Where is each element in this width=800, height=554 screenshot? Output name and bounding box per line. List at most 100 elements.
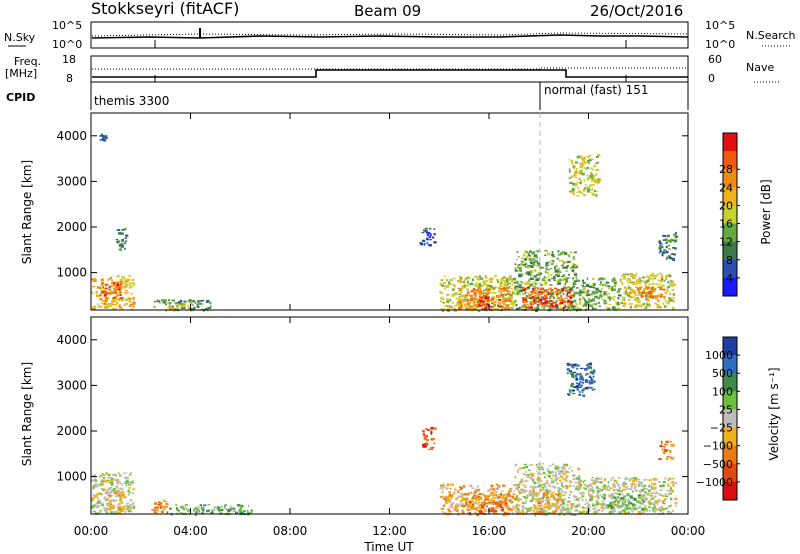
noise-left-tick-low: 10^0 xyxy=(52,38,82,51)
scatter-cell xyxy=(100,278,103,282)
scatter-cell xyxy=(517,470,519,473)
scatter-cell xyxy=(670,504,673,507)
scatter-cell xyxy=(527,292,530,295)
scatter-cell xyxy=(542,302,545,304)
scatter-cell xyxy=(534,498,537,500)
scatter-cell xyxy=(91,291,93,294)
scatter-cell xyxy=(170,513,173,517)
scatter-cell xyxy=(651,290,654,294)
scatter-cell xyxy=(107,278,110,281)
scatter-cell xyxy=(569,370,573,372)
scatter-cell xyxy=(119,279,123,281)
scatter-cell xyxy=(647,489,652,491)
scatter-cell xyxy=(530,257,533,261)
scatter-cell xyxy=(622,488,626,491)
scatter-cell xyxy=(611,288,613,292)
scatter-cell xyxy=(527,469,531,471)
scatter-cell xyxy=(176,508,179,511)
scatter-cell xyxy=(635,298,638,300)
scatter-cell xyxy=(593,303,597,305)
scatter-cell xyxy=(671,458,674,460)
scatter-cell xyxy=(586,191,589,193)
scatter-cell xyxy=(97,501,101,504)
scatter-cell xyxy=(598,278,601,281)
scatter-cell xyxy=(654,274,658,278)
scatter-cell xyxy=(537,493,540,495)
scatter-cell xyxy=(125,481,130,483)
scatter-cell xyxy=(92,293,94,295)
scatter-cell xyxy=(466,308,469,311)
scatter-cell xyxy=(468,294,471,297)
scatter-cell xyxy=(443,505,446,507)
scatter-cell xyxy=(548,471,552,474)
scatter-cell xyxy=(637,279,640,281)
scatter-cell xyxy=(591,370,595,373)
scatter-cell xyxy=(439,484,444,487)
scatter-cell xyxy=(533,299,535,302)
scatter-cell xyxy=(536,250,539,252)
scatter-cell xyxy=(441,298,445,300)
scatter-cell xyxy=(196,508,199,510)
scatter-cell xyxy=(160,505,164,508)
scatter-cell xyxy=(669,440,672,443)
scatter-cell xyxy=(637,510,641,513)
scatter-cell xyxy=(554,269,558,272)
scatter-cell xyxy=(124,247,126,250)
time-axis-label: Time UT xyxy=(363,540,414,554)
scatter-cell xyxy=(538,263,541,265)
scatter-cell xyxy=(603,503,607,506)
scatter-cell xyxy=(104,509,107,512)
scatter-cell xyxy=(668,286,670,288)
scatter-cell xyxy=(157,504,162,506)
scatter-cell xyxy=(637,485,641,487)
scatter-cell xyxy=(623,481,626,484)
scatter-cell xyxy=(445,286,449,288)
scatter-cell xyxy=(514,267,517,270)
scatter-cell xyxy=(95,485,99,488)
scatter-cell xyxy=(584,187,587,189)
scatter-cell xyxy=(667,255,671,258)
scatter-cell xyxy=(116,489,119,492)
scatter-cell xyxy=(100,289,103,292)
scatter-cell xyxy=(595,499,598,502)
scatter-cell xyxy=(512,505,515,509)
scatter-cell xyxy=(571,389,575,392)
scatter-cell xyxy=(569,392,572,394)
scatter-cell xyxy=(465,501,468,503)
scatter-cell xyxy=(503,504,507,506)
scatter-cell xyxy=(615,481,618,484)
scatter-cell xyxy=(586,302,590,305)
scatter-cell xyxy=(659,445,662,448)
scatter-cell xyxy=(232,509,236,512)
scatter-cell xyxy=(531,498,534,501)
scatter-cell xyxy=(117,288,120,291)
scatter-cell xyxy=(130,510,133,513)
scatter-cell xyxy=(484,306,488,310)
scatter-cell xyxy=(497,286,501,289)
scatter-cell xyxy=(449,487,452,490)
scatter-cell xyxy=(531,289,536,291)
scatter-cell xyxy=(569,303,573,306)
scatter-cell xyxy=(221,506,223,508)
scatter-cell xyxy=(131,305,134,307)
scatter-cell xyxy=(549,465,552,467)
scatter-cell xyxy=(501,294,505,297)
scatter-cell xyxy=(558,300,562,302)
scatter-cell xyxy=(99,293,102,296)
scatter-cell xyxy=(579,381,582,383)
scatter-cell xyxy=(496,502,499,505)
scatter-cell xyxy=(666,274,669,277)
scatter-cell xyxy=(455,497,459,500)
scatter-cell xyxy=(577,477,581,480)
scatter-cell xyxy=(617,500,620,504)
scatter-cell xyxy=(591,304,593,308)
scatter-cell xyxy=(440,279,444,282)
scatter-cell xyxy=(108,292,112,295)
scatter-cell xyxy=(653,506,657,509)
scatter-cell xyxy=(585,510,589,514)
scatter-cell xyxy=(554,505,558,508)
scatter-cell xyxy=(102,489,106,492)
scatter-cell xyxy=(537,463,541,465)
scatter-cell xyxy=(503,302,506,305)
